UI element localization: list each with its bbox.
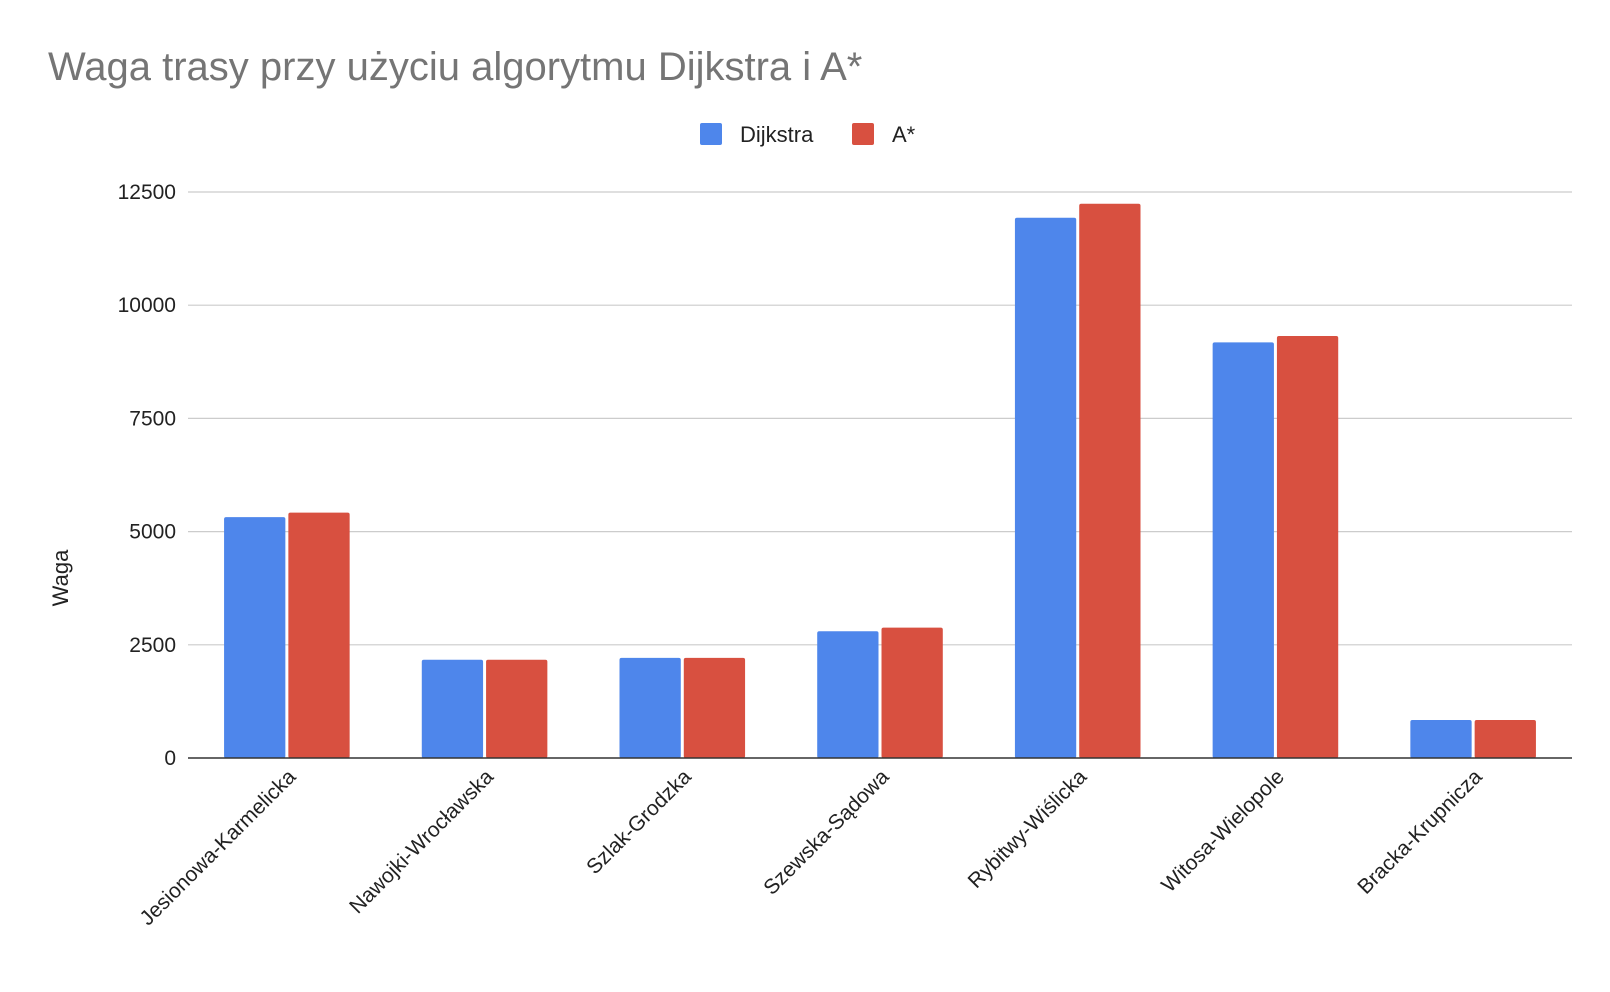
bar-dijkstra <box>224 517 286 758</box>
bar-astar <box>288 512 350 758</box>
x-tick-label: Jesionowa-Karmelicka <box>136 765 301 930</box>
bar-astar <box>683 657 746 758</box>
bars <box>224 203 1536 759</box>
x-tick-label: Nawojki-Wrocławska <box>345 765 498 918</box>
bar-dijkstra <box>421 659 484 758</box>
legend: Dijkstra A* <box>700 122 916 147</box>
y-tick-label: 5000 <box>129 521 176 544</box>
gridlines <box>188 191 1572 646</box>
bar-dijkstra <box>1212 342 1274 758</box>
x-axis-labels: Jesionowa-Karmelicka Nawojki-Wrocławska Sz… <box>136 765 1487 930</box>
x-tick-label: Bracka-Krupnicza <box>1353 765 1487 899</box>
bar-dijkstra <box>817 631 879 758</box>
bar-astar <box>1079 203 1141 758</box>
bar-astar <box>881 627 943 758</box>
bar-dijkstra <box>1410 719 1472 758</box>
bar-dijkstra <box>1014 217 1077 759</box>
bar-astar <box>1276 335 1339 758</box>
y-tick-label: 2500 <box>129 634 176 657</box>
chart-title: Waga trasy przy użyciu algorytmu Dijkstr… <box>48 45 862 89</box>
legend-swatch-astar <box>852 123 874 145</box>
y-tick-label: 0 <box>164 747 176 770</box>
legend-label-astar: A* <box>892 122 916 147</box>
y-axis-title: Waga <box>48 549 73 606</box>
bar-astar <box>1474 719 1536 758</box>
legend-label-dijkstra: Dijkstra <box>740 122 814 147</box>
x-tick-label: Witosa-Wielopole <box>1157 765 1289 897</box>
x-tick-label: Rybitwy-Wiślicka <box>964 765 1092 893</box>
bar-dijkstra <box>619 657 681 758</box>
y-axis-ticks: 0 2500 5000 7500 10000 12500 <box>118 181 176 770</box>
y-tick-label: 12500 <box>118 181 176 204</box>
x-tick-label: Szlak-Grodzka <box>582 765 696 879</box>
y-tick-label: 10000 <box>118 294 176 317</box>
y-tick-label: 7500 <box>129 407 176 430</box>
x-tick-label: Szewska-Sądowa <box>759 765 894 900</box>
bar-astar <box>486 659 548 758</box>
legend-swatch-dijkstra <box>700 123 722 145</box>
